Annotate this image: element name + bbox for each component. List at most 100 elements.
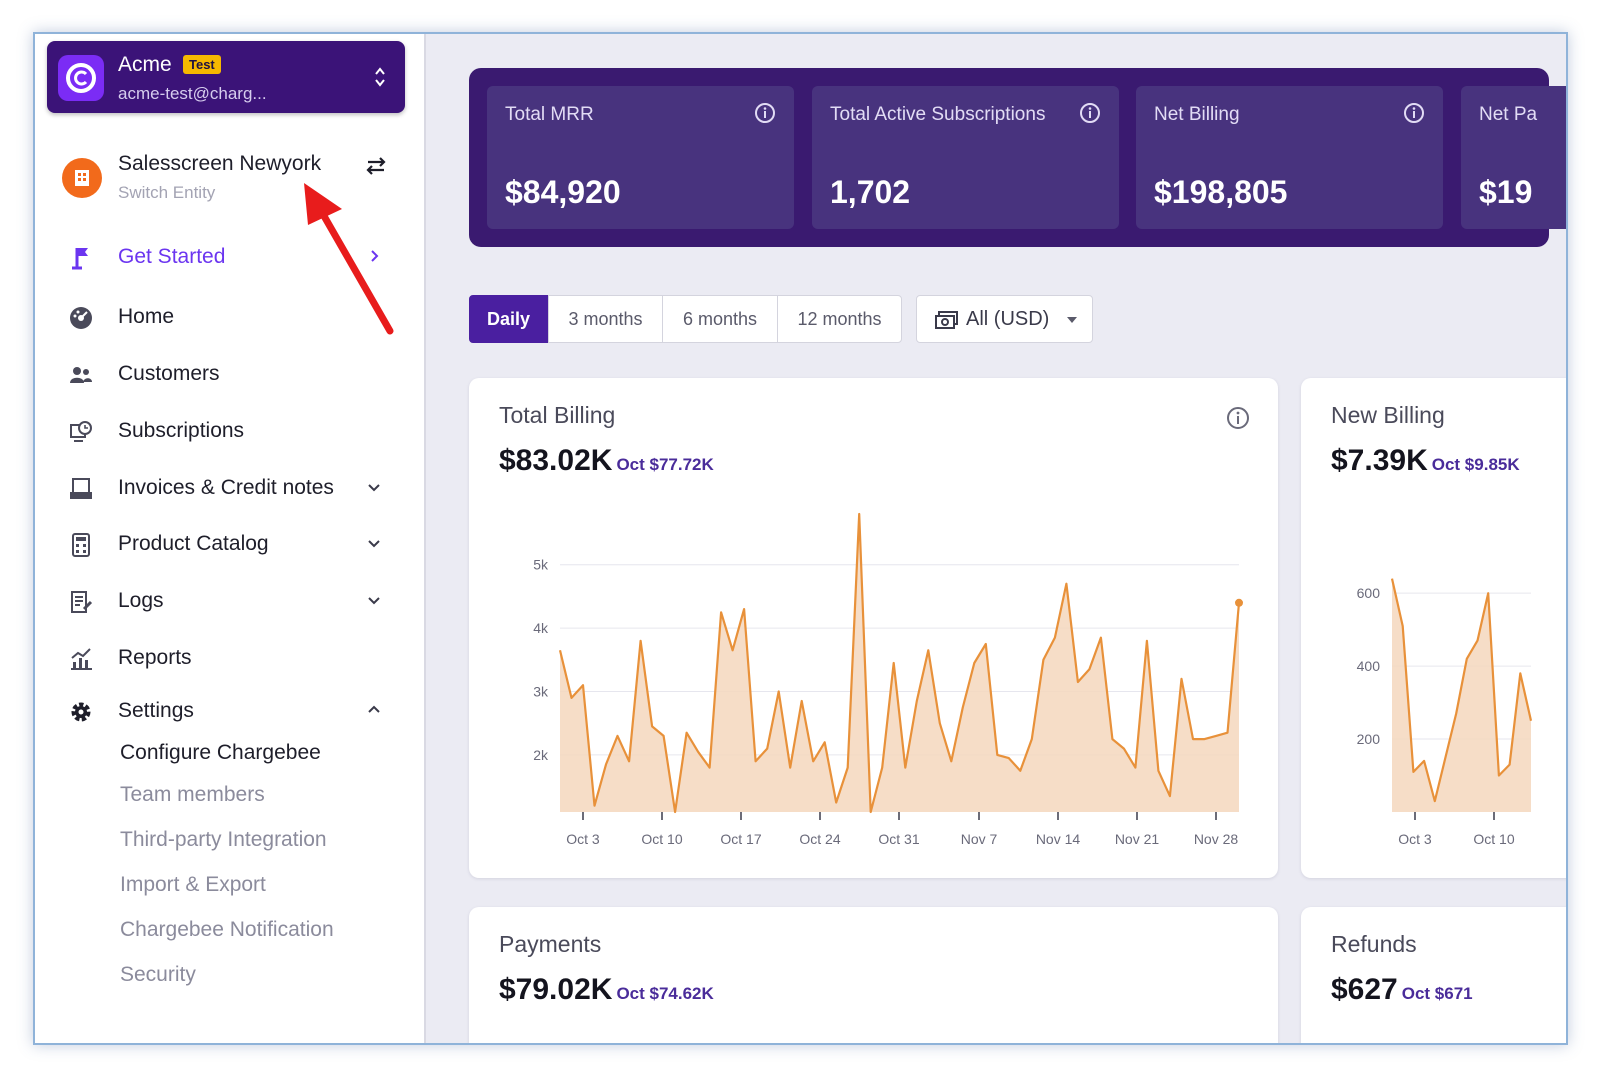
card-total: $83.02K <box>499 444 613 477</box>
x-tick-label: Oct 3 <box>566 831 600 847</box>
swap-arrows-icon[interactable] <box>364 155 388 177</box>
x-tick-label: Oct 17 <box>720 831 761 847</box>
nav-reports[interactable]: Reports <box>35 634 426 684</box>
new-billing-card: New Billing $7.39K Oct $9.85K 200 400 600 Oc… <box>1301 378 1566 878</box>
account-email: acme-test@charg... <box>118 84 267 103</box>
nav-customers[interactable]: Customers <box>35 350 426 400</box>
series-line <box>558 512 1241 814</box>
caret-down-icon <box>1067 317 1077 323</box>
x-tick-label: Oct 10 <box>1473 831 1514 847</box>
info-icon[interactable] <box>1403 102 1425 124</box>
x-tick-label: Oct 24 <box>799 831 840 847</box>
card-previous-period: Oct $77.72K <box>616 455 714 474</box>
card-value: $7.39K Oct $9.85K <box>1331 444 1520 478</box>
card-value: $79.02K Oct $74.62K <box>499 973 714 1007</box>
app-window: Acme Test acme-test@charg... Salesscreen… <box>33 32 1568 1045</box>
chevron-up-icon <box>368 705 380 713</box>
calculator-icon <box>72 533 90 557</box>
account-name: Acme <box>118 53 172 76</box>
nav-label: Logs <box>118 589 164 612</box>
nav-logs[interactable]: Logs <box>35 577 426 627</box>
chevron-down-icon <box>368 540 380 548</box>
series-area <box>560 514 1239 812</box>
nav-home[interactable]: Home <box>35 293 426 343</box>
y-tick-label: 5k <box>533 557 549 573</box>
kpi-card: Net Pa $19 <box>1461 86 1566 229</box>
flag-icon <box>72 248 88 270</box>
nav-invoices[interactable]: Invoices & Credit notes <box>35 464 426 514</box>
nav-label: Subscriptions <box>118 419 245 442</box>
building-icon <box>62 158 102 198</box>
log-edit-icon <box>71 591 93 613</box>
card-value: $83.02K Oct $77.72K <box>499 444 714 478</box>
card-title: Total Billing <box>499 402 616 428</box>
settings-item-team-members[interactable]: Team members <box>120 783 265 806</box>
switch-entity-link[interactable]: Switch Entity <box>118 183 216 202</box>
annotation-arrow-icon <box>304 183 394 335</box>
x-tick-label: Nov 14 <box>1036 831 1081 847</box>
account-switcher[interactable]: Acme Test acme-test@charg... <box>47 41 405 113</box>
kpi-card: Total MRR $84,920 <box>487 86 794 229</box>
settings-item-import-export[interactable]: Import & Export <box>120 873 266 896</box>
chevron-down-icon <box>368 597 380 605</box>
series-area <box>1392 578 1531 812</box>
total-billing-chart: 2k 3k 4k 5k Oct 3 Oct 10 Oct 17 Oct 24 Oct 31 Nov… <box>533 512 1243 847</box>
y-tick-label: 3k <box>533 684 549 700</box>
currency-dropdown[interactable]: All (USD) <box>916 295 1093 343</box>
series-line <box>1390 578 1533 803</box>
x-tick-label: Oct 10 <box>641 831 682 847</box>
settings-item-third-party[interactable]: Third-party Integration <box>120 828 327 851</box>
card-title: Payments <box>499 931 602 957</box>
nav-label: Invoices & Credit notes <box>118 476 334 499</box>
kpi-title: Total MRR <box>505 104 594 125</box>
nav-label: Product Catalog <box>118 532 269 555</box>
chevron-down-icon <box>368 484 380 492</box>
info-icon[interactable] <box>754 102 776 124</box>
kpi-band: Total MRR $84,920 Total Active Subscript… <box>469 68 1566 247</box>
refunds-card: Refunds $627 Oct $671 <box>1301 907 1566 1043</box>
x-tick-label: Oct 31 <box>878 831 919 847</box>
card-previous-period: Oct $74.62K <box>616 984 714 1003</box>
card-title: Refunds <box>1331 931 1417 957</box>
y-tick-label: 600 <box>1357 585 1381 601</box>
settings-item-notification[interactable]: Chargebee Notification <box>120 918 334 941</box>
kpi-title: Net Billing <box>1154 104 1240 125</box>
period-daily[interactable]: Daily <box>469 295 548 343</box>
period-3-months[interactable]: 3 months <box>548 295 663 343</box>
x-tick-label: Nov 7 <box>961 831 998 847</box>
settings-item-security[interactable]: Security <box>120 963 196 986</box>
kpi-card: Net Billing $198,805 <box>1136 86 1443 229</box>
settings-item-configure-chargebee[interactable]: Configure Chargebee <box>120 741 321 764</box>
subscription-clock-icon <box>70 421 92 442</box>
y-tick-label: 2k <box>533 747 549 763</box>
nav-settings[interactable]: Settings <box>35 687 426 737</box>
data-point <box>1235 598 1243 607</box>
nav-product-catalog[interactable]: Product Catalog <box>35 520 426 570</box>
nav-get-started[interactable]: Get Started <box>35 233 426 283</box>
payments-card: Payments $79.02K Oct $74.62K <box>469 907 1278 1043</box>
info-icon[interactable] <box>1226 406 1250 430</box>
nav-label: Get Started <box>118 245 226 268</box>
card-title: New Billing <box>1331 402 1445 428</box>
dashboard-gauge-icon <box>70 307 92 329</box>
card-total: $7.39K <box>1331 444 1428 477</box>
kpi-value: $198,805 <box>1154 174 1288 210</box>
card-previous-period: Oct $9.85K <box>1431 455 1520 474</box>
expand-toggle-icon <box>375 67 385 87</box>
nav-label: Settings <box>118 699 194 722</box>
nav-label: Reports <box>118 646 192 669</box>
info-icon[interactable] <box>1079 102 1101 124</box>
x-tick-label: Nov 21 <box>1115 831 1160 847</box>
nav-label: Customers <box>118 362 220 385</box>
period-6-months[interactable]: 6 months <box>662 295 778 343</box>
entity-name[interactable]: Salesscreen Newyork <box>118 152 322 175</box>
x-tick-label: Oct 3 <box>1398 831 1432 847</box>
kpi-card: Total Active Subscriptions 1,702 <box>812 86 1119 229</box>
x-tick-label: Nov 28 <box>1194 831 1239 847</box>
y-tick-label: 4k <box>533 620 549 636</box>
nav-subscriptions[interactable]: Subscriptions <box>35 407 426 457</box>
kpi-value: 1,702 <box>830 174 911 210</box>
card-previous-period: Oct $671 <box>1401 984 1473 1003</box>
period-12-months[interactable]: 12 months <box>777 295 902 343</box>
kpi-title: Net Pa <box>1479 104 1538 125</box>
